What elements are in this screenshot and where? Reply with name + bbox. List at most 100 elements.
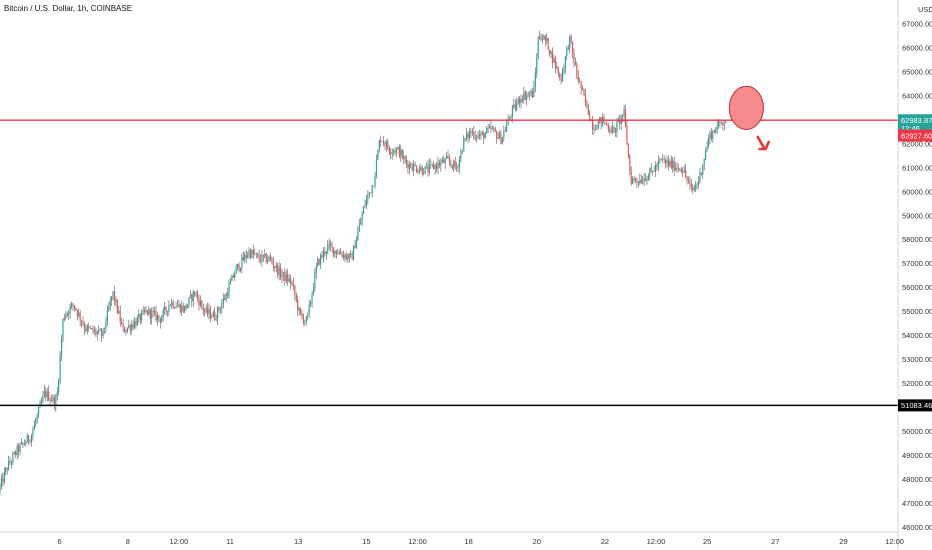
candle-body [88, 325, 90, 328]
candle-body [73, 305, 76, 308]
price-axis[interactable]: USD 46000.00 47000.00 48000.00 49000.00 5000… [897, 0, 932, 550]
candle-body [307, 313, 309, 317]
candle-body [348, 253, 350, 260]
candle-body [139, 314, 141, 321]
candle-body [498, 133, 501, 138]
candle-body [224, 298, 226, 300]
candle-body [275, 264, 277, 269]
candle-body [580, 81, 582, 89]
candle-body [457, 167, 459, 169]
candle-body [496, 131, 498, 139]
candle-body [371, 185, 373, 193]
candle-body [341, 254, 343, 257]
candle-body [121, 322, 123, 324]
candle-body [483, 132, 485, 139]
candle-body [305, 316, 307, 321]
candle-body [22, 442, 24, 444]
candle-body [279, 267, 282, 278]
price-tick-label: 65000.00 [902, 67, 932, 76]
candle-body [78, 312, 80, 316]
candle-body [693, 188, 695, 191]
candle-body [531, 91, 534, 97]
candle-body [384, 143, 386, 147]
candle-body [367, 194, 369, 200]
candle-body [476, 136, 478, 138]
candle-body [516, 103, 518, 109]
time-tick-label: 25 [703, 537, 711, 546]
candle-body [15, 452, 17, 455]
candle-body [593, 129, 595, 131]
candle-body [609, 129, 611, 131]
candle-body [571, 42, 574, 53]
candle-body [238, 264, 240, 271]
candle-body [340, 252, 342, 255]
candle-body [62, 318, 64, 339]
candle-body [0, 478, 3, 486]
candle-body [383, 141, 385, 144]
candle-body [358, 224, 360, 232]
highlight-circle[interactable] [728, 85, 764, 130]
candle-body [561, 71, 564, 82]
candle-body [32, 430, 34, 436]
time-tick-label: 12:00 [885, 537, 904, 546]
candle-body [372, 185, 375, 187]
candle-body [58, 379, 60, 393]
candle-body [278, 267, 280, 276]
candle-body [639, 179, 641, 183]
candle-body [7, 461, 10, 470]
candles-layer [0, 30, 727, 496]
candle-body [660, 158, 662, 160]
candle-body [66, 312, 68, 316]
candle-body [374, 175, 376, 187]
candle-body [172, 301, 174, 308]
candle-body [155, 310, 157, 321]
price-tick-label: 66000.00 [902, 44, 932, 53]
candle-body [156, 315, 159, 321]
candle-body [404, 156, 406, 161]
candle-body [113, 291, 116, 302]
candle-body [365, 199, 368, 206]
candle-body [616, 121, 618, 133]
candle-body [607, 125, 609, 130]
candle-body [93, 330, 96, 332]
candle-body [705, 150, 707, 160]
time-axis[interactable]: 6 8 12:00 11 13 15 12:00 18 20 22 12:00 25 27 29 12:00 [0, 531, 904, 546]
candle-body [282, 271, 285, 276]
time-tick-label: 13 [294, 537, 302, 546]
candle-body [435, 165, 438, 169]
candle-body [576, 64, 578, 75]
price-tick-label: 52000.00 [902, 379, 932, 388]
candle-body [5, 468, 7, 472]
candle-body [254, 253, 256, 255]
candle-body [574, 63, 577, 65]
candle-body [623, 109, 625, 117]
candle-body [166, 310, 169, 312]
candle-body [670, 161, 672, 169]
candle-body [513, 104, 515, 107]
candle-body [484, 133, 486, 139]
candle-body [18, 445, 20, 452]
candle-body [55, 398, 57, 406]
candle-body [149, 309, 151, 319]
arrow-down-icon[interactable] [756, 135, 770, 151]
candle-body [82, 322, 84, 325]
candle-body [195, 293, 197, 295]
candle-body [626, 125, 628, 145]
candle-body [649, 168, 651, 176]
candle-body [6, 468, 8, 470]
candle-body [158, 315, 160, 319]
candle-body [63, 317, 66, 319]
candle-body [393, 150, 395, 152]
candle-body [606, 122, 608, 126]
candle-body [445, 156, 448, 159]
candle-body [544, 36, 546, 41]
candle-body [209, 309, 212, 318]
candle-body [656, 165, 658, 167]
candle-body [247, 255, 249, 258]
candle-body [643, 178, 645, 182]
candle-body [225, 293, 227, 300]
candle-body [418, 170, 420, 173]
candle-body [553, 58, 555, 63]
